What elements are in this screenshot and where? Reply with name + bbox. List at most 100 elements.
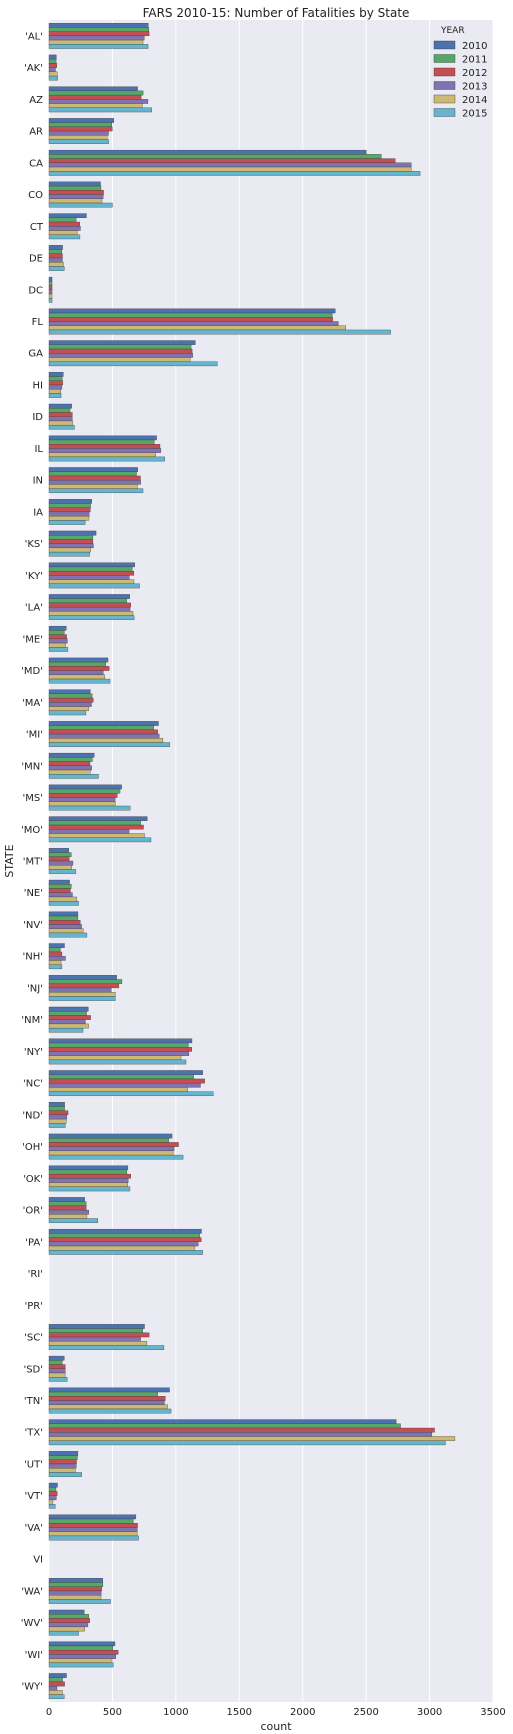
legend-swatch-2012 xyxy=(433,67,456,77)
bar-2013 xyxy=(48,1178,129,1183)
bar-2010 xyxy=(48,245,63,250)
bar-2012 xyxy=(48,1459,77,1465)
bar-2014 xyxy=(48,674,105,680)
bar-2014 xyxy=(48,960,62,965)
bar-2010 xyxy=(48,213,87,218)
bar-2013 xyxy=(48,1019,86,1025)
bar-2012 xyxy=(48,983,120,989)
bar-2014 xyxy=(48,71,58,77)
bar-2014 xyxy=(48,1245,196,1251)
bar-2012 xyxy=(48,666,110,671)
bar-2010 xyxy=(48,721,159,726)
x-axis-label: count xyxy=(260,1720,292,1733)
bar-2010 xyxy=(48,1419,397,1424)
bar-2012 xyxy=(48,1015,91,1020)
bar-2013 xyxy=(48,638,68,644)
bar-2014 xyxy=(48,484,138,489)
bar-2011 xyxy=(48,1645,113,1651)
bar-2015 xyxy=(48,1186,131,1192)
y-tick-label: 'WA' xyxy=(21,1586,43,1597)
bar-2015 xyxy=(48,964,63,970)
bar-2015 xyxy=(48,488,144,494)
bar-2012 xyxy=(48,1649,119,1655)
bar-2012 xyxy=(48,1618,90,1623)
y-tick-label: CA xyxy=(29,158,43,169)
bar-2015 xyxy=(48,266,65,271)
bar-2013 xyxy=(48,1146,175,1152)
bar-2014 xyxy=(48,928,84,934)
y-tick-label: 'VA' xyxy=(24,1523,43,1534)
y-tick-label: 'MD' xyxy=(21,666,43,677)
bar-2012 xyxy=(48,920,81,925)
bar-2014 xyxy=(48,325,346,331)
bar-2010 xyxy=(48,625,67,631)
bar-2014 xyxy=(48,103,143,108)
bar-2015 xyxy=(48,551,90,557)
bar-2015 xyxy=(48,1472,82,1477)
bar-2011 xyxy=(48,1487,57,1492)
bar-2013 xyxy=(48,1209,89,1215)
bar-2011 xyxy=(48,1169,128,1175)
bar-2010 xyxy=(48,22,149,28)
bar-2011 xyxy=(48,598,127,604)
bar-2012 xyxy=(48,348,193,354)
bar-2010 xyxy=(48,1514,137,1520)
bar-2011 xyxy=(48,1391,158,1397)
bar-2012 xyxy=(48,507,91,513)
y-tick-label: 'KY' xyxy=(25,571,43,582)
bar-2012 xyxy=(48,824,144,830)
bar-2012 xyxy=(48,412,73,417)
bar-2010 xyxy=(48,594,130,599)
y-tick-label: 'WY' xyxy=(22,1682,44,1693)
bar-2011 xyxy=(48,439,155,445)
legend-title: YEAR xyxy=(440,26,465,36)
y-tick-label: 'UT' xyxy=(24,1459,43,1470)
bar-2014 xyxy=(48,547,91,553)
bar-2015 xyxy=(48,1694,65,1700)
bar-2010 xyxy=(48,86,138,92)
bar-2011 xyxy=(48,884,72,889)
y-tick-labels: 'AL' 'AK' AZ AR CA CO CT DE DC FL GA HI ID IL IN IA 'KS'… xyxy=(21,31,44,1692)
y-tick-label: 'NC' xyxy=(23,1079,43,1090)
bar-2013 xyxy=(48,321,339,326)
bar-2014 xyxy=(48,135,108,140)
bar-2012 xyxy=(48,1142,179,1147)
bar-2010 xyxy=(48,784,122,790)
y-tick-label: CO xyxy=(28,190,43,201)
bar-2011 xyxy=(48,376,63,381)
bar-2011 xyxy=(48,503,91,508)
bar-2013 xyxy=(48,1400,165,1405)
bar-2010 xyxy=(48,1387,170,1393)
bar-2015 xyxy=(48,361,218,367)
bar-2015 xyxy=(48,678,111,684)
y-tick-label: 'TX' xyxy=(25,1428,43,1439)
bar-2010 xyxy=(48,975,117,980)
bar-2014 xyxy=(48,1594,102,1600)
bar-2013 xyxy=(48,479,141,485)
bar-2012 xyxy=(48,1205,87,1211)
legend-swatch-2011 xyxy=(433,54,456,63)
bar-2010 xyxy=(48,1673,67,1678)
bar-2012 xyxy=(48,94,142,100)
bar-2014 xyxy=(48,1341,148,1346)
bar-2015 xyxy=(48,1535,139,1541)
bar-2010 xyxy=(48,1197,85,1202)
bar-2011 xyxy=(48,757,93,762)
bar-2015 xyxy=(48,742,171,747)
y-tick-label: 'TN' xyxy=(24,1396,43,1407)
bar-2012 xyxy=(48,888,71,893)
bar-2014 xyxy=(48,1468,76,1473)
bar-2010 xyxy=(48,1006,89,1012)
bar-2012 xyxy=(48,1523,138,1528)
bar-2012 xyxy=(48,761,91,766)
bar-2014 xyxy=(48,515,90,521)
plot-area xyxy=(49,20,493,1702)
bar-2015 xyxy=(48,75,58,81)
bar-2013 xyxy=(48,448,162,453)
bar-2010 xyxy=(48,467,138,472)
bar-2012 xyxy=(48,793,118,798)
bar-2015 xyxy=(48,901,79,906)
bar-2015 xyxy=(48,615,135,620)
bar-2011 xyxy=(48,630,65,635)
bar-2013 xyxy=(48,765,92,771)
